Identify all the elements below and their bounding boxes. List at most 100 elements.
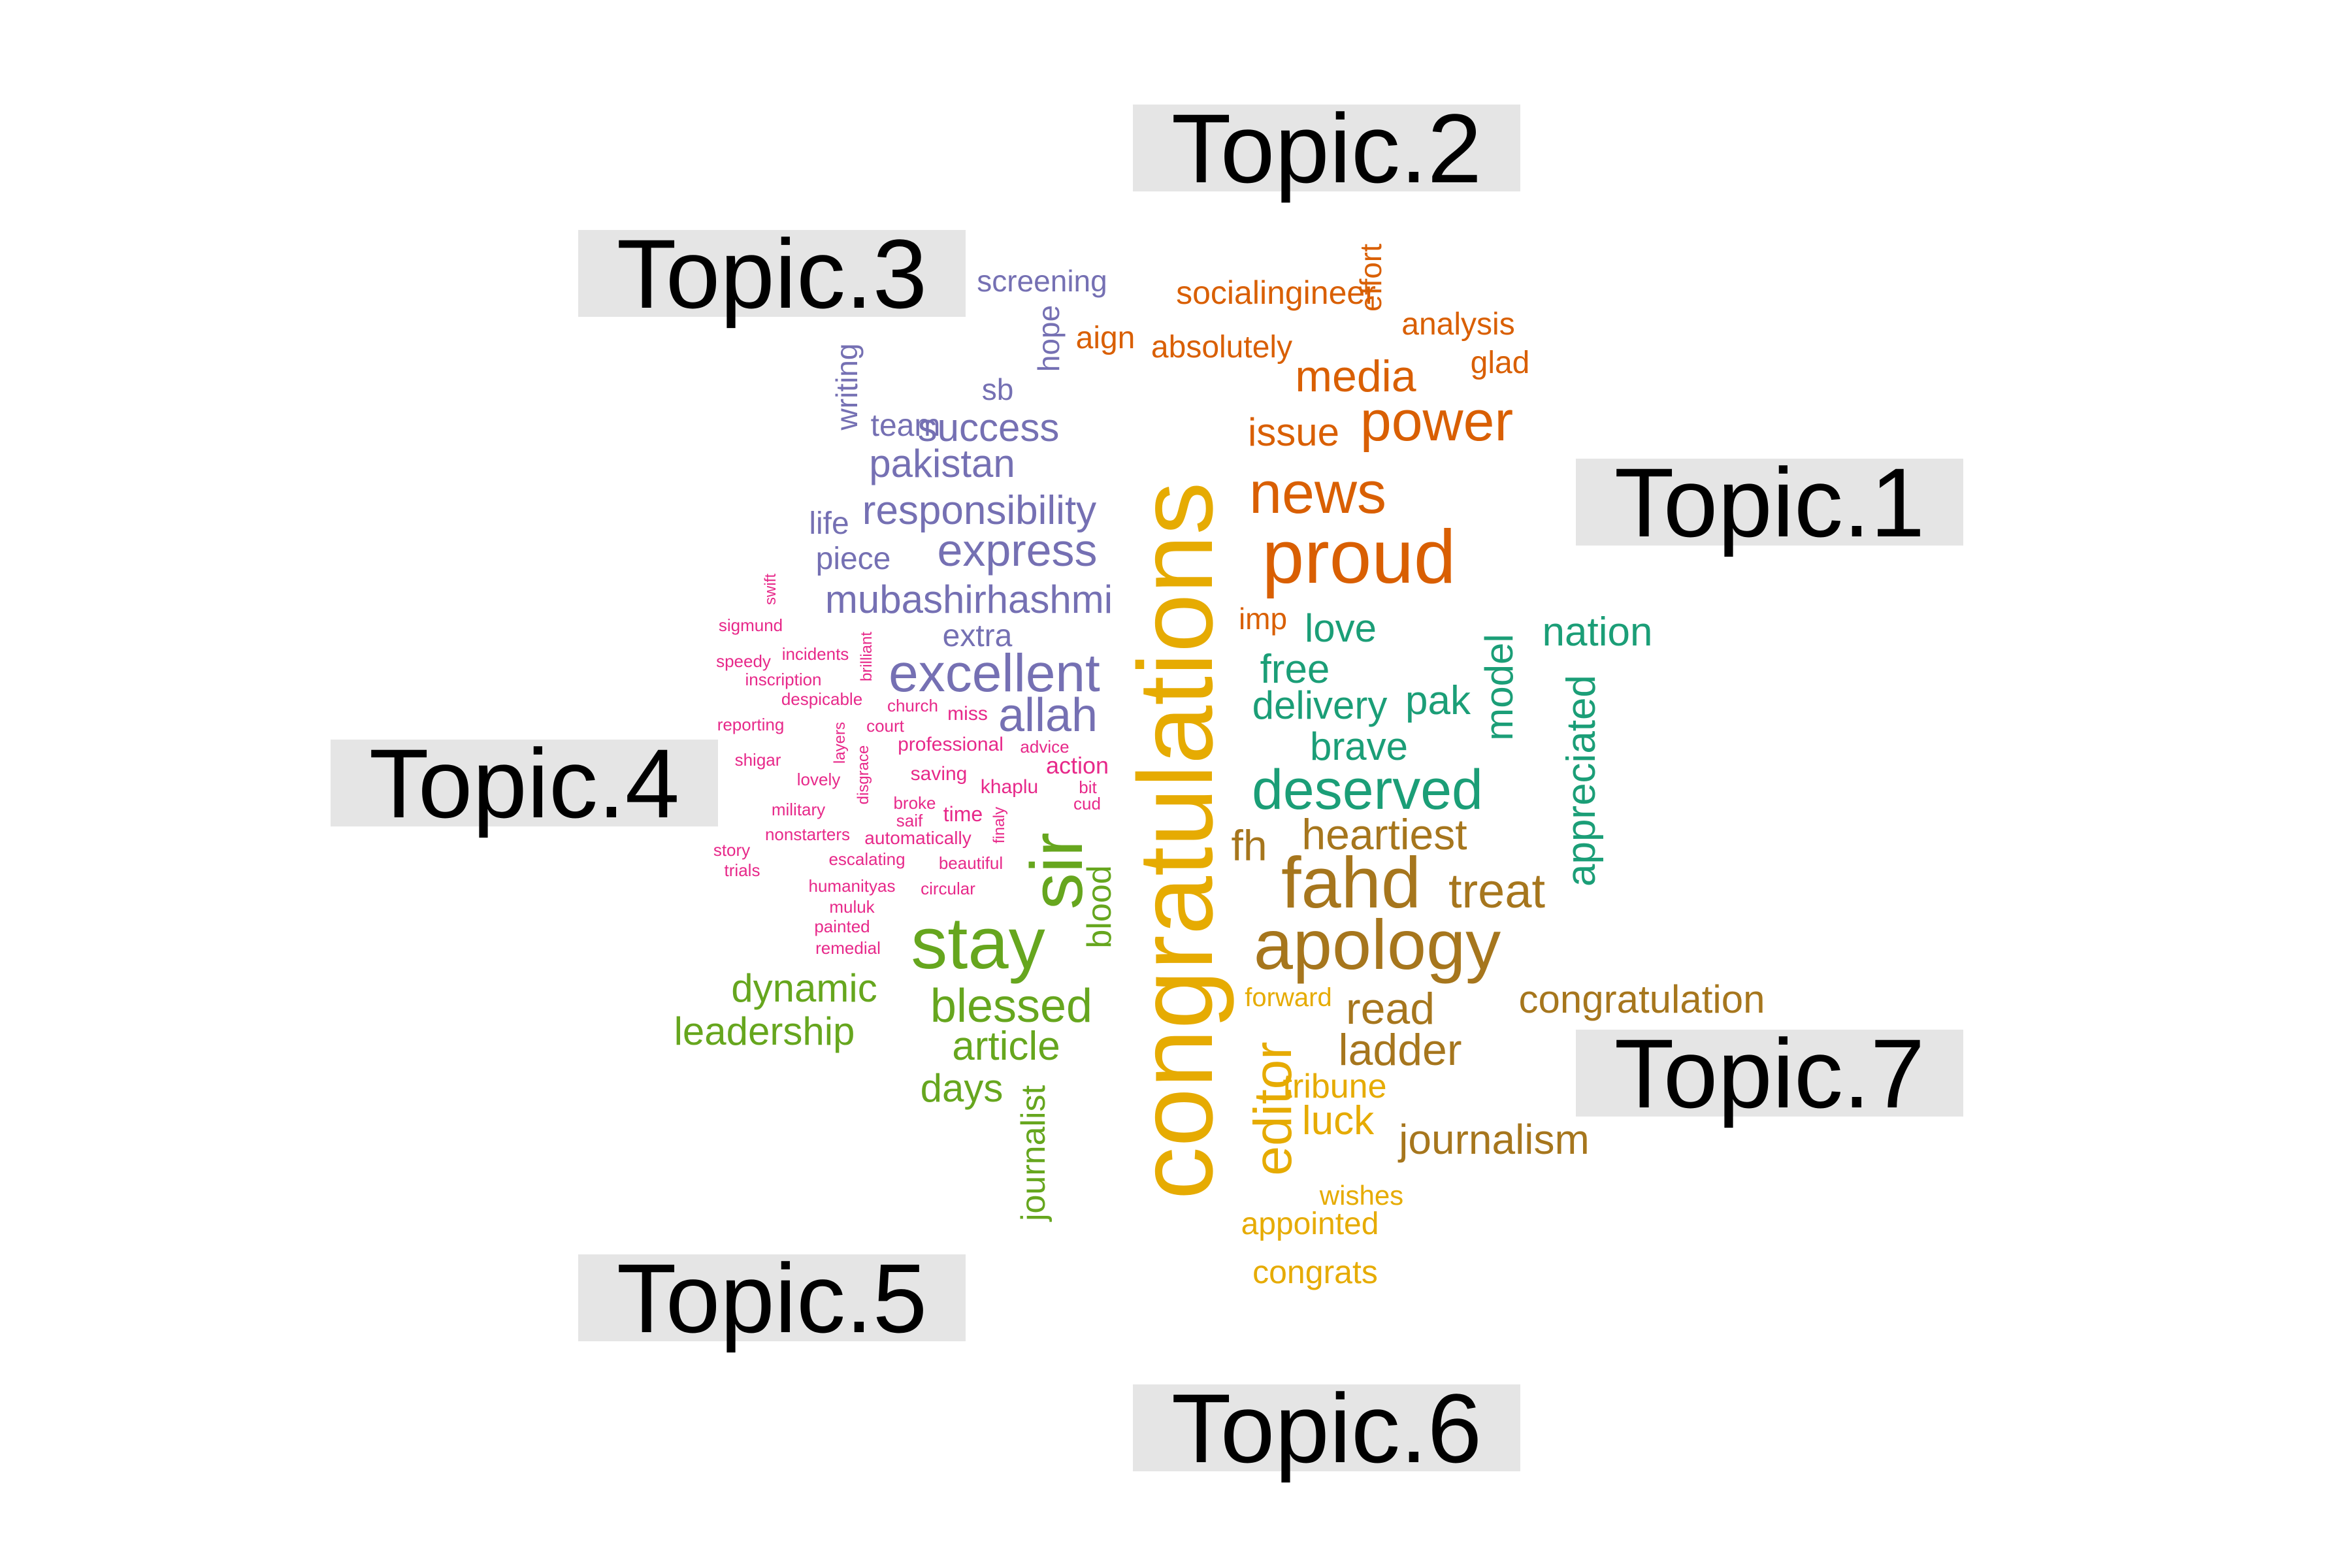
cloud-word-topic-4: despicable [781, 689, 863, 709]
cloud-word-topic-5: days [920, 1066, 1004, 1110]
cloud-word-topic-6: forward [1245, 983, 1332, 1012]
cloud-word-topic-7: fahd [1281, 843, 1422, 923]
cloud-word-topic-4: saif [896, 811, 923, 830]
cloud-word-topic-7: ladder [1338, 1025, 1462, 1075]
cloud-word-topic-7: apology [1253, 905, 1501, 984]
cloud-word-topic-4: bit [1079, 777, 1097, 797]
cloud-word-topic-4: automatically [864, 828, 972, 848]
topic-label-1: Topic.1 [1576, 453, 1963, 551]
cloud-word-topic-1: issue [1247, 410, 1340, 454]
cloud-word-topic-3: allah [998, 689, 1098, 742]
cloud-word-topic-5: journalist [1015, 1085, 1053, 1222]
cloud-word-topic-4: time [943, 802, 983, 826]
cloud-word-topic-3: responsibility [862, 488, 1097, 533]
topic-label-3: Topic.3 [578, 225, 966, 323]
cloud-word-topic-1: media [1295, 351, 1416, 401]
cloud-word-topic-3: mubashirhashmi [825, 578, 1113, 621]
cloud-word-topic-6: luck [1301, 1098, 1375, 1143]
cloud-word-topic-3: screening [977, 264, 1107, 298]
cloud-word-topic-4: reporting [717, 715, 785, 734]
cloud-word-topic-2: love [1304, 606, 1377, 650]
cloud-word-topic-3: hope [1032, 304, 1066, 372]
cloud-word-topic-1: power [1360, 390, 1514, 453]
cloud-word-topic-1: proud [1262, 514, 1456, 599]
topic-label-6: Topic.6 [1133, 1379, 1520, 1477]
cloud-word-topic-5: leadership [674, 1009, 855, 1053]
cloud-word-topic-4: advice [1020, 737, 1070, 757]
cloud-word-topic-1: analysis [1401, 307, 1515, 342]
cloud-word-topic-7: heartiest [1301, 810, 1467, 858]
cloud-word-topic-4: brilliant [858, 631, 875, 682]
cloud-word-topic-4: action [1045, 752, 1109, 779]
cloud-word-topic-7: journalism [1399, 1116, 1590, 1163]
cloud-word-topic-6: wishes [1319, 1180, 1404, 1211]
topic-label-5: Topic.5 [578, 1249, 966, 1347]
cloud-word-topic-6: congrats [1252, 1254, 1378, 1290]
cloud-word-topic-3: life [809, 506, 849, 541]
cloud-word-topic-1: news [1249, 461, 1387, 526]
cloud-word-topic-6: tribune [1282, 1068, 1387, 1105]
cloud-word-topic-4: miss [947, 703, 988, 725]
cloud-word-topic-7: congratulation [1518, 977, 1765, 1021]
cloud-word-topic-4: broke [893, 793, 936, 813]
cloud-word-topic-3: piece [815, 542, 891, 576]
cloud-word-topic-3: team [870, 408, 941, 443]
cloud-word-topic-4: professional [898, 734, 1004, 755]
cloud-word-topic-4: khaplu [980, 776, 1039, 798]
topic-label-2: Topic.2 [1133, 99, 1520, 197]
cloud-word-topic-1: aign [1075, 321, 1135, 355]
cloud-word-topic-3: success [917, 406, 1060, 449]
cloud-word-topic-3: writing [830, 343, 864, 431]
cloud-word-topic-4: cud [1073, 794, 1101, 813]
cloud-word-topic-3: extra [942, 619, 1013, 653]
cloud-word-topic-4: saving [910, 763, 968, 785]
cloud-word-topic-2: model [1477, 634, 1521, 741]
cloud-word-topic-4: circular [921, 879, 975, 898]
cloud-word-topic-2: free [1260, 647, 1330, 692]
cloud-word-topic-2: delivery [1252, 683, 1388, 727]
cloud-word-topic-5: blood [1081, 865, 1119, 949]
cloud-word-topic-5: article [952, 1024, 1060, 1069]
cloud-word-topic-2: appreciated [1559, 674, 1604, 887]
cloud-word-topic-2: brave [1309, 725, 1409, 768]
cloud-word-topic-5: stay [911, 902, 1045, 984]
cloud-word-topic-3: express [937, 525, 1098, 576]
cloud-word-topic-3: excellent [889, 644, 1100, 703]
cloud-word-topic-4: military [771, 800, 826, 819]
cloud-word-topic-4: muluk [829, 897, 875, 917]
cloud-word-topic-7: fh [1231, 821, 1267, 870]
cloud-word-topic-3: pakistan [869, 442, 1015, 485]
cloud-word-topic-2: nation [1542, 610, 1653, 655]
cloud-word-topic-1: socialingineer [1176, 274, 1376, 311]
cloud-word-topic-4: remedial [815, 938, 881, 958]
cloud-word-topic-7: read [1345, 984, 1435, 1034]
cloud-word-topic-4: speedy [716, 651, 771, 671]
cloud-word-topic-1: absolutely [1151, 330, 1293, 365]
cloud-word-topic-4: nonstarters [764, 825, 851, 844]
cloud-word-topic-4: painted [814, 917, 870, 936]
cloud-word-topic-4: beautiful [938, 853, 1004, 873]
cloud-word-topic-6: appointed [1241, 1207, 1379, 1241]
cloud-word-topic-5: blessed [930, 980, 1093, 1032]
cloud-word-topic-4: swift [762, 574, 779, 605]
cloud-word-topic-6: editor [1243, 1041, 1303, 1176]
cloud-word-topic-4: finaly [990, 806, 1008, 844]
topic-label-4: Topic.4 [331, 734, 718, 832]
cloud-word-topic-2: pak [1405, 678, 1471, 723]
cloud-word-topic-2: deserved [1252, 759, 1483, 821]
cloud-word-topic-1: effort [1354, 244, 1388, 312]
cloud-word-topic-4: court [866, 716, 904, 736]
cloud-word-topic-4: trials [724, 860, 760, 880]
cloud-word-topic-4: church [887, 696, 939, 715]
cloud-word-topic-4: shigar [734, 750, 781, 770]
cloud-word-topic-7: treat [1448, 864, 1546, 918]
cloud-word-topic-5: dynamic [731, 966, 877, 1010]
cloud-word-topic-6: congratulations [1117, 482, 1235, 1200]
cloud-word-topic-3: sb [981, 372, 1014, 406]
cloud-word-topic-4: incidents [781, 644, 849, 664]
cloud-word-topic-4: humanityas [808, 876, 896, 896]
cloud-word-topic-1: glad [1470, 346, 1530, 380]
cloud-word-topic-4: lovely [796, 770, 841, 789]
cloud-word-topic-4: escalating [828, 849, 906, 869]
